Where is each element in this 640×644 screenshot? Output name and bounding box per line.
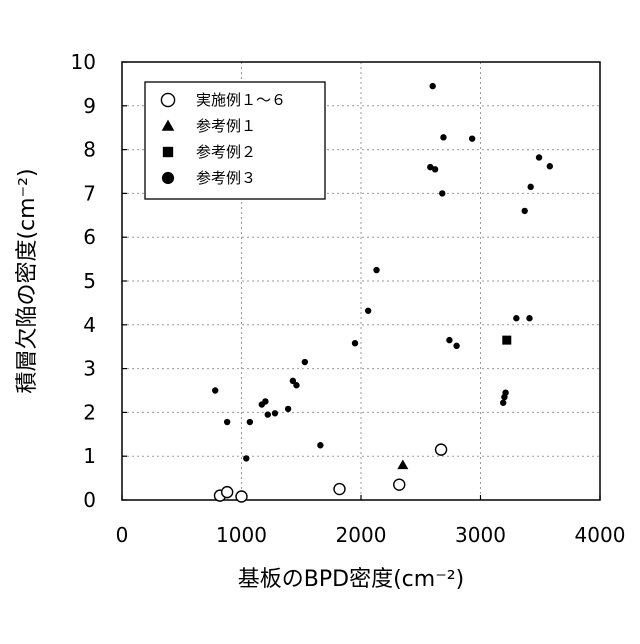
data-point-series-4	[224, 419, 230, 425]
data-point-series-4	[265, 411, 271, 417]
legend-label: 参考例３	[196, 169, 256, 187]
data-point-series-4	[502, 389, 508, 395]
data-point-series-4	[317, 442, 323, 448]
y-tick-label: 3	[83, 357, 96, 381]
data-point-series-4	[430, 83, 436, 89]
data-point-series-4	[453, 343, 459, 349]
data-point-series-4	[365, 308, 371, 314]
legend-marker-1	[161, 93, 174, 106]
legend-marker-4	[162, 172, 174, 184]
y-tick-label: 7	[83, 181, 96, 205]
y-tick-label: 10	[71, 50, 96, 74]
y-tick-label: 9	[83, 94, 96, 118]
data-point-series-4	[536, 154, 542, 160]
legend-label: 参考例１	[196, 117, 256, 135]
y-tick-label: 0	[83, 488, 96, 512]
legend-label: 参考例２	[196, 143, 256, 161]
legend-marker-3	[163, 147, 173, 157]
data-point-series-1	[236, 491, 247, 502]
data-point-series-4	[293, 382, 299, 388]
x-tick-label: 3000	[455, 523, 506, 547]
data-point-series-4	[513, 315, 519, 321]
y-tick-label: 5	[83, 269, 96, 293]
x-axis-label: 基板のBPD密度(cm⁻²)	[238, 567, 464, 592]
y-tick-label: 2	[83, 400, 96, 424]
data-point-series-4	[432, 166, 438, 172]
data-point-series-4	[302, 359, 308, 365]
x-tick-label: 4000	[575, 523, 626, 547]
data-point-series-1	[222, 487, 233, 498]
data-point-series-4	[527, 184, 533, 190]
legend-label: 実施例１～６	[196, 91, 286, 109]
data-point-series-4	[352, 340, 358, 346]
data-point-series-4	[446, 337, 452, 343]
data-point-series-4	[526, 315, 532, 321]
x-tick-label: 2000	[336, 523, 387, 547]
data-point-series-4	[373, 267, 379, 273]
data-point-series-2	[397, 459, 408, 469]
data-point-series-4	[285, 406, 291, 412]
legend: 実施例１～６ 参考例１ 参考例２ 参考例３	[145, 82, 325, 199]
data-point-series-4	[439, 190, 445, 196]
data-point-series-4	[272, 410, 278, 416]
data-point-series-1	[436, 444, 447, 455]
y-tick-label: 6	[83, 225, 96, 249]
y-tick-label: 1	[83, 444, 96, 468]
y-tick-label: 8	[83, 138, 96, 162]
data-point-series-4	[212, 387, 218, 393]
data-point-series-4	[247, 419, 253, 425]
data-point-series-4	[522, 208, 528, 214]
x-tick-label: 0	[116, 523, 129, 547]
data-point-series-4	[440, 134, 446, 140]
x-tick-label: 1000	[216, 523, 267, 547]
data-point-series-1	[334, 484, 345, 495]
data-point-series-3	[502, 336, 511, 345]
y-tick-label: 4	[83, 313, 96, 337]
data-point-series-1	[394, 479, 405, 490]
data-point-series-4	[262, 398, 268, 404]
data-point-series-4	[500, 400, 506, 406]
y-axis-label: 積層欠陥の密度(cm⁻²)	[15, 168, 40, 393]
data-point-series-4	[547, 163, 553, 169]
data-point-series-4	[469, 135, 475, 141]
data-point-series-4	[243, 455, 249, 461]
